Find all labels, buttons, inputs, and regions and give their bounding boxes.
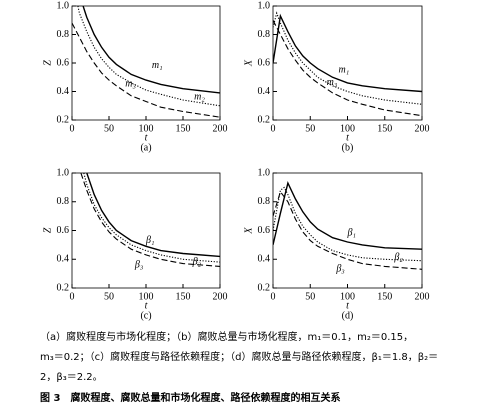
y-tick-label: 0.8 xyxy=(258,196,271,207)
panel-label: (a) xyxy=(140,142,151,153)
y-tick-label: 0.2 xyxy=(258,114,271,125)
y-tick-label: 0.6 xyxy=(258,225,271,236)
x-axis-label: t xyxy=(346,300,349,311)
series-line xyxy=(273,13,422,93)
figure-title: 图 3 腐败程度、腐败总量和市场化程度、路径依赖程度的相互关系 xyxy=(40,391,340,404)
series-line xyxy=(72,22,220,118)
series-label: m₁ xyxy=(339,64,350,75)
series-line xyxy=(273,181,422,250)
y-tick-label: 0.8 xyxy=(258,29,271,40)
y-tick-label: 0.4 xyxy=(57,254,70,265)
series-line xyxy=(273,190,422,270)
panel-label: (c) xyxy=(140,310,151,321)
x-tick-label: 200 xyxy=(415,123,430,134)
x-axis-label: t xyxy=(346,132,349,143)
panel-label: (d) xyxy=(342,310,354,321)
series-label: β₂ xyxy=(192,256,202,267)
caption-line: 2，β₃＝2.2。 xyxy=(40,372,103,383)
x-tick-label: 150 xyxy=(377,123,392,134)
y-tick-label: 0.4 xyxy=(258,254,271,265)
y-tick-label: 0.6 xyxy=(57,57,70,68)
series-line xyxy=(83,173,220,263)
series-label: m₁ xyxy=(152,60,163,71)
x-tick-label: 150 xyxy=(176,123,191,134)
plot-frame xyxy=(272,5,423,121)
series-line xyxy=(80,173,220,267)
series-line xyxy=(273,186,422,262)
series-label: β₃ xyxy=(335,264,345,275)
x-axis-label: t xyxy=(145,300,148,311)
series-label: β₁ xyxy=(347,228,356,239)
series-line xyxy=(82,6,220,94)
y-tick-label: 1.0 xyxy=(258,167,271,178)
series-line xyxy=(86,173,220,258)
series-label: β₂ xyxy=(393,252,403,263)
y-tick-label: 0.6 xyxy=(57,225,70,236)
y-axis-label: X xyxy=(243,59,254,67)
series-line xyxy=(273,11,422,105)
x-tick-label: 50 xyxy=(104,291,114,302)
series-label: β₁ xyxy=(145,235,154,246)
y-axis-label: Z xyxy=(42,227,53,233)
series-line xyxy=(77,6,220,107)
y-tick-label: 0.2 xyxy=(57,282,70,293)
series-label: β₃ xyxy=(134,259,144,270)
y-tick-label: 0.8 xyxy=(57,29,70,40)
x-axis-label: t xyxy=(145,132,148,143)
x-tick-label: 50 xyxy=(305,123,315,134)
series-line xyxy=(273,20,422,117)
caption-line: m₃＝0.2；（c）腐败程度与路径依赖程度；（d）腐败总量与路径依赖程度，β₁＝… xyxy=(40,350,438,363)
x-tick-label: 200 xyxy=(213,291,228,302)
series-label: m₃ xyxy=(327,77,338,88)
x-tick-label: 0 xyxy=(70,291,75,302)
y-tick-label: 1.0 xyxy=(57,167,70,178)
plot-frame xyxy=(71,172,221,289)
x-tick-label: 50 xyxy=(104,123,114,134)
y-tick-label: 1.0 xyxy=(258,0,271,11)
x-tick-label: 0 xyxy=(70,123,75,134)
series-label: m₃ xyxy=(125,79,136,90)
y-tick-label: 0.4 xyxy=(258,86,271,97)
y-tick-label: 0.2 xyxy=(258,282,271,293)
x-tick-label: 150 xyxy=(377,291,392,302)
x-tick-label: 0 xyxy=(271,123,276,134)
x-tick-label: 100 xyxy=(139,123,154,134)
y-tick-label: 0.8 xyxy=(57,196,70,207)
y-tick-label: 0.2 xyxy=(57,114,70,125)
plot-frame xyxy=(71,5,221,121)
y-tick-label: 0.6 xyxy=(258,57,271,68)
x-tick-label: 100 xyxy=(340,291,355,302)
x-tick-label: 50 xyxy=(305,291,315,302)
y-axis-label: X xyxy=(243,227,254,235)
panel-label: (b) xyxy=(342,142,354,153)
series-label: m₂ xyxy=(194,91,205,102)
x-tick-label: 200 xyxy=(213,123,228,134)
y-tick-label: 0.4 xyxy=(57,86,70,97)
plot-frame xyxy=(272,172,423,289)
y-axis-label: Z xyxy=(42,60,53,66)
caption-line: （a）腐败程度与市场化程度；（b）腐败总量与市场化程度，m₁＝0.1，m₂＝0.… xyxy=(40,330,413,343)
x-tick-label: 200 xyxy=(415,291,430,302)
x-tick-label: 150 xyxy=(176,291,191,302)
x-tick-label: 100 xyxy=(139,291,154,302)
x-tick-label: 100 xyxy=(340,123,355,134)
x-tick-label: 0 xyxy=(271,291,276,302)
y-tick-label: 1.0 xyxy=(57,0,70,11)
